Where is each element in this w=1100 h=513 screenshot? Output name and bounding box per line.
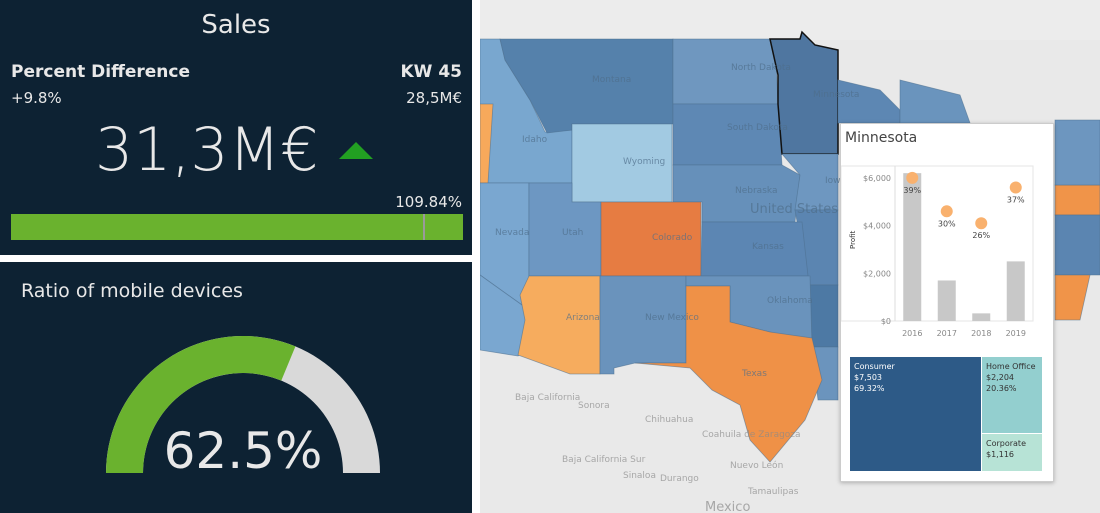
state-tooltip: Minnesota Profit $0 $2,000 $4,000 $6,000 39% 2…: [840, 123, 1054, 482]
ratio-label: 26%: [972, 231, 990, 240]
state-east-4: [1054, 119, 1100, 186]
segment-value: $7,503: [854, 373, 882, 382]
state-east-2: [1054, 214, 1100, 276]
map-label-texas: Texas: [741, 369, 767, 379]
map-label-durango: Durango: [660, 474, 699, 484]
map-label-idaho: Idaho: [522, 135, 548, 145]
map-label-mexico: Mexico: [705, 500, 750, 513]
ratio-label: 37%: [1007, 195, 1025, 204]
map-label-kansas: Kansas: [752, 242, 784, 252]
state-arizona: [517, 275, 601, 375]
gauge-fill: [106, 335, 296, 473]
map-label-nevada: Nevada: [495, 228, 529, 238]
triangle-up-icon: [339, 142, 373, 159]
map-label-nuevo-leon: Nuevo León: [730, 460, 783, 471]
mobile-ratio-panel: Ratio of mobile devices 62.5%: [0, 262, 472, 513]
map-label-wyoming: Wyoming: [623, 157, 665, 167]
profit-chart: Profit $0 $2,000 $4,000 $6,000 39% 2016 30% 2017…: [841, 165, 1034, 338]
ratio-label: 30%: [938, 219, 956, 228]
map-label-baja-california: Baja California: [515, 393, 580, 403]
state-canada: [480, 0, 1100, 40]
sales-kpi-panel: Sales Percent Difference +9.8% KW 45 28,…: [0, 0, 472, 255]
state-michigan: [899, 79, 971, 124]
state-arkansas: [809, 284, 839, 348]
map-canvas[interactable]: Montana Idaho Wyoming North Dakota South Dak…: [480, 0, 1100, 513]
ratio-dot: [906, 171, 919, 184]
profit-bar: [903, 173, 922, 321]
map-label-north-dakota: North Dakota: [731, 63, 791, 73]
kw-label: KW 45: [400, 62, 462, 82]
state-east-3: [1054, 274, 1091, 321]
x-tick-label: 2016: [902, 329, 922, 338]
percent-difference-value: +9.8%: [11, 89, 62, 107]
state-south-dakota: [672, 103, 783, 166]
map-label-south-dakota: South Dakota: [727, 123, 788, 133]
map-label-baja-california-sur: Baja California Sur: [562, 455, 646, 465]
map-label-minnesota: Minnesota: [813, 90, 859, 100]
map-label-iowa: Iowa: [825, 176, 846, 186]
profit-bar: [1006, 261, 1025, 321]
map-label-nebraska: Nebraska: [735, 186, 777, 196]
ratio-dot: [975, 217, 988, 230]
y-tick-label: $6,000: [863, 174, 891, 183]
target-marker: [423, 214, 425, 240]
map-label-colorado: Colorado: [652, 233, 693, 243]
map-label-montana: Montana: [592, 75, 631, 85]
segment-name: Home Office: [986, 362, 1036, 371]
map-label-sonora: Sonora: [578, 401, 610, 411]
y-tick-label: $2,000: [863, 269, 891, 278]
segment-consumer: Consumer $7,503 69.32%: [850, 357, 981, 471]
ratio-dot: [940, 205, 953, 218]
map-label-coahuila: Coahuila de Zaragoza: [702, 430, 801, 440]
profit-bar: [972, 313, 991, 321]
y-tick-label: $4,000: [863, 222, 891, 231]
gauge-value: 62.5%: [163, 422, 323, 480]
progress-label: 109.84%: [395, 193, 462, 211]
state-wisconsin: [837, 79, 901, 124]
ratio-label: 39%: [903, 186, 921, 195]
sales-progress-bar: [11, 214, 463, 240]
segment-name: Corporate: [986, 439, 1026, 448]
state-new-mexico: [599, 275, 687, 375]
map-label-tamaulipas: Tamaulipas: [747, 487, 799, 497]
state-east-1: [1054, 184, 1100, 216]
y-tick-label: $0: [881, 317, 891, 326]
y-axis-label: Profit: [849, 230, 857, 249]
gauge: [106, 335, 380, 473]
segment-pct: 69.32%: [854, 384, 885, 393]
map-label-sinaloa: Sinaloa: [623, 471, 656, 481]
segment-value: $2,204: [986, 373, 1014, 382]
profit-bar: [937, 280, 956, 321]
ratio-dot: [1009, 181, 1022, 194]
sales-title: Sales: [201, 10, 271, 40]
percent-difference-label: Percent Difference: [11, 62, 190, 82]
state-texas: [634, 285, 823, 463]
segment-pct: 20.36%: [986, 384, 1017, 393]
x-tick-label: 2019: [1006, 329, 1026, 338]
segment-name: Consumer: [854, 362, 895, 371]
segment-corporate: Corporate $1,116: [981, 433, 1042, 471]
map-label-chihuahua: Chihuahua: [645, 415, 693, 425]
x-tick-label: 2017: [937, 329, 957, 338]
x-tick-label: 2018: [971, 329, 991, 338]
map-label-oklahoma: Oklahoma: [767, 296, 813, 306]
map-label-new-mexico: New Mexico: [645, 313, 699, 323]
sales-main-value: 31,3M€: [95, 115, 319, 185]
segment-treemap: Consumer $7,503 69.32% Home Office $2,20…: [850, 357, 1042, 471]
segment-home-office: Home Office $2,204 20.36%: [981, 357, 1042, 433]
map-label-united-states: United States: [750, 202, 838, 217]
mobile-title: Ratio of mobile devices: [21, 280, 243, 302]
tooltip-title: Minnesota: [845, 130, 918, 146]
map-label-utah: Utah: [562, 228, 583, 238]
plot-frame: [841, 165, 1034, 322]
kw-value: 28,5M€: [406, 89, 462, 107]
segment-value: $1,116: [986, 450, 1014, 459]
map-label-arizona: Arizona: [566, 313, 600, 323]
